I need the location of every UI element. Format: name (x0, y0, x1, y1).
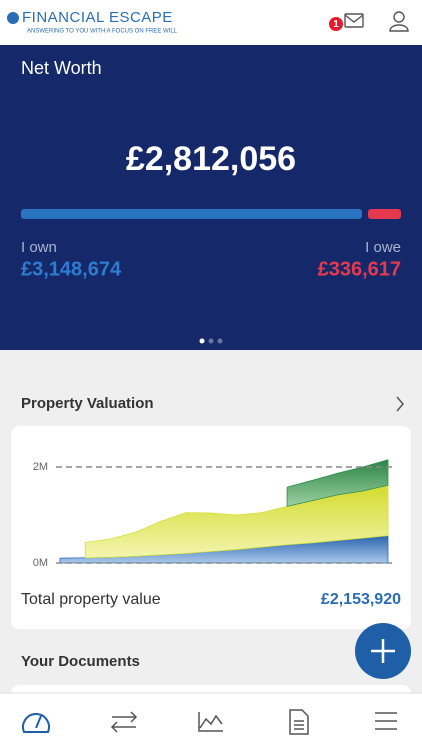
owe-bar (368, 209, 401, 219)
brand: FINANCIAL ESCAPE (22, 9, 173, 26)
area (286, 459, 389, 507)
dashboard-tab[interactable] (22, 713, 50, 733)
net-worth-title: Net Worth (21, 58, 102, 78)
charts-tab[interactable] (198, 712, 223, 732)
add-icon (371, 639, 395, 663)
page-dot (208, 338, 214, 344)
profile-icon[interactable] (389, 11, 409, 32)
logo-mark (7, 12, 19, 24)
page-dot (217, 338, 223, 344)
bottom-nav (0, 693, 422, 750)
own-value: £3,148,674 (21, 258, 122, 280)
messages-icon[interactable] (344, 13, 364, 28)
documents-title: Your Documents (21, 653, 140, 670)
y-tick-label: 0M (33, 557, 48, 569)
documents-tab[interactable] (289, 709, 309, 735)
area (84, 484, 389, 559)
owe-label: I owe (365, 239, 401, 256)
notification-count: 1 (333, 19, 339, 30)
page-dot (199, 338, 205, 344)
chevron[interactable] (396, 396, 404, 412)
net-worth-total: £2,812,056 (126, 140, 296, 178)
total-property-value: £2,153,920 (321, 591, 401, 608)
own-bar (21, 209, 362, 219)
property-title: Property Valuation (21, 395, 154, 412)
y-tick-label: 2M (33, 461, 48, 473)
transfers-tab[interactable] (110, 711, 138, 733)
total-property-label: Total property value (21, 591, 161, 608)
header (0, 0, 422, 45)
own-label: I own (21, 239, 57, 256)
property-chart: 0M 2M (33, 459, 392, 569)
tagline: ANSWERING TO YOU WITH A FOCUS ON FREE WI… (27, 29, 178, 35)
owe-value: £336,617 (318, 258, 401, 280)
net-worth-panel[interactable] (0, 45, 422, 350)
notification-badge (329, 17, 343, 31)
menu-tab[interactable] (375, 712, 397, 730)
